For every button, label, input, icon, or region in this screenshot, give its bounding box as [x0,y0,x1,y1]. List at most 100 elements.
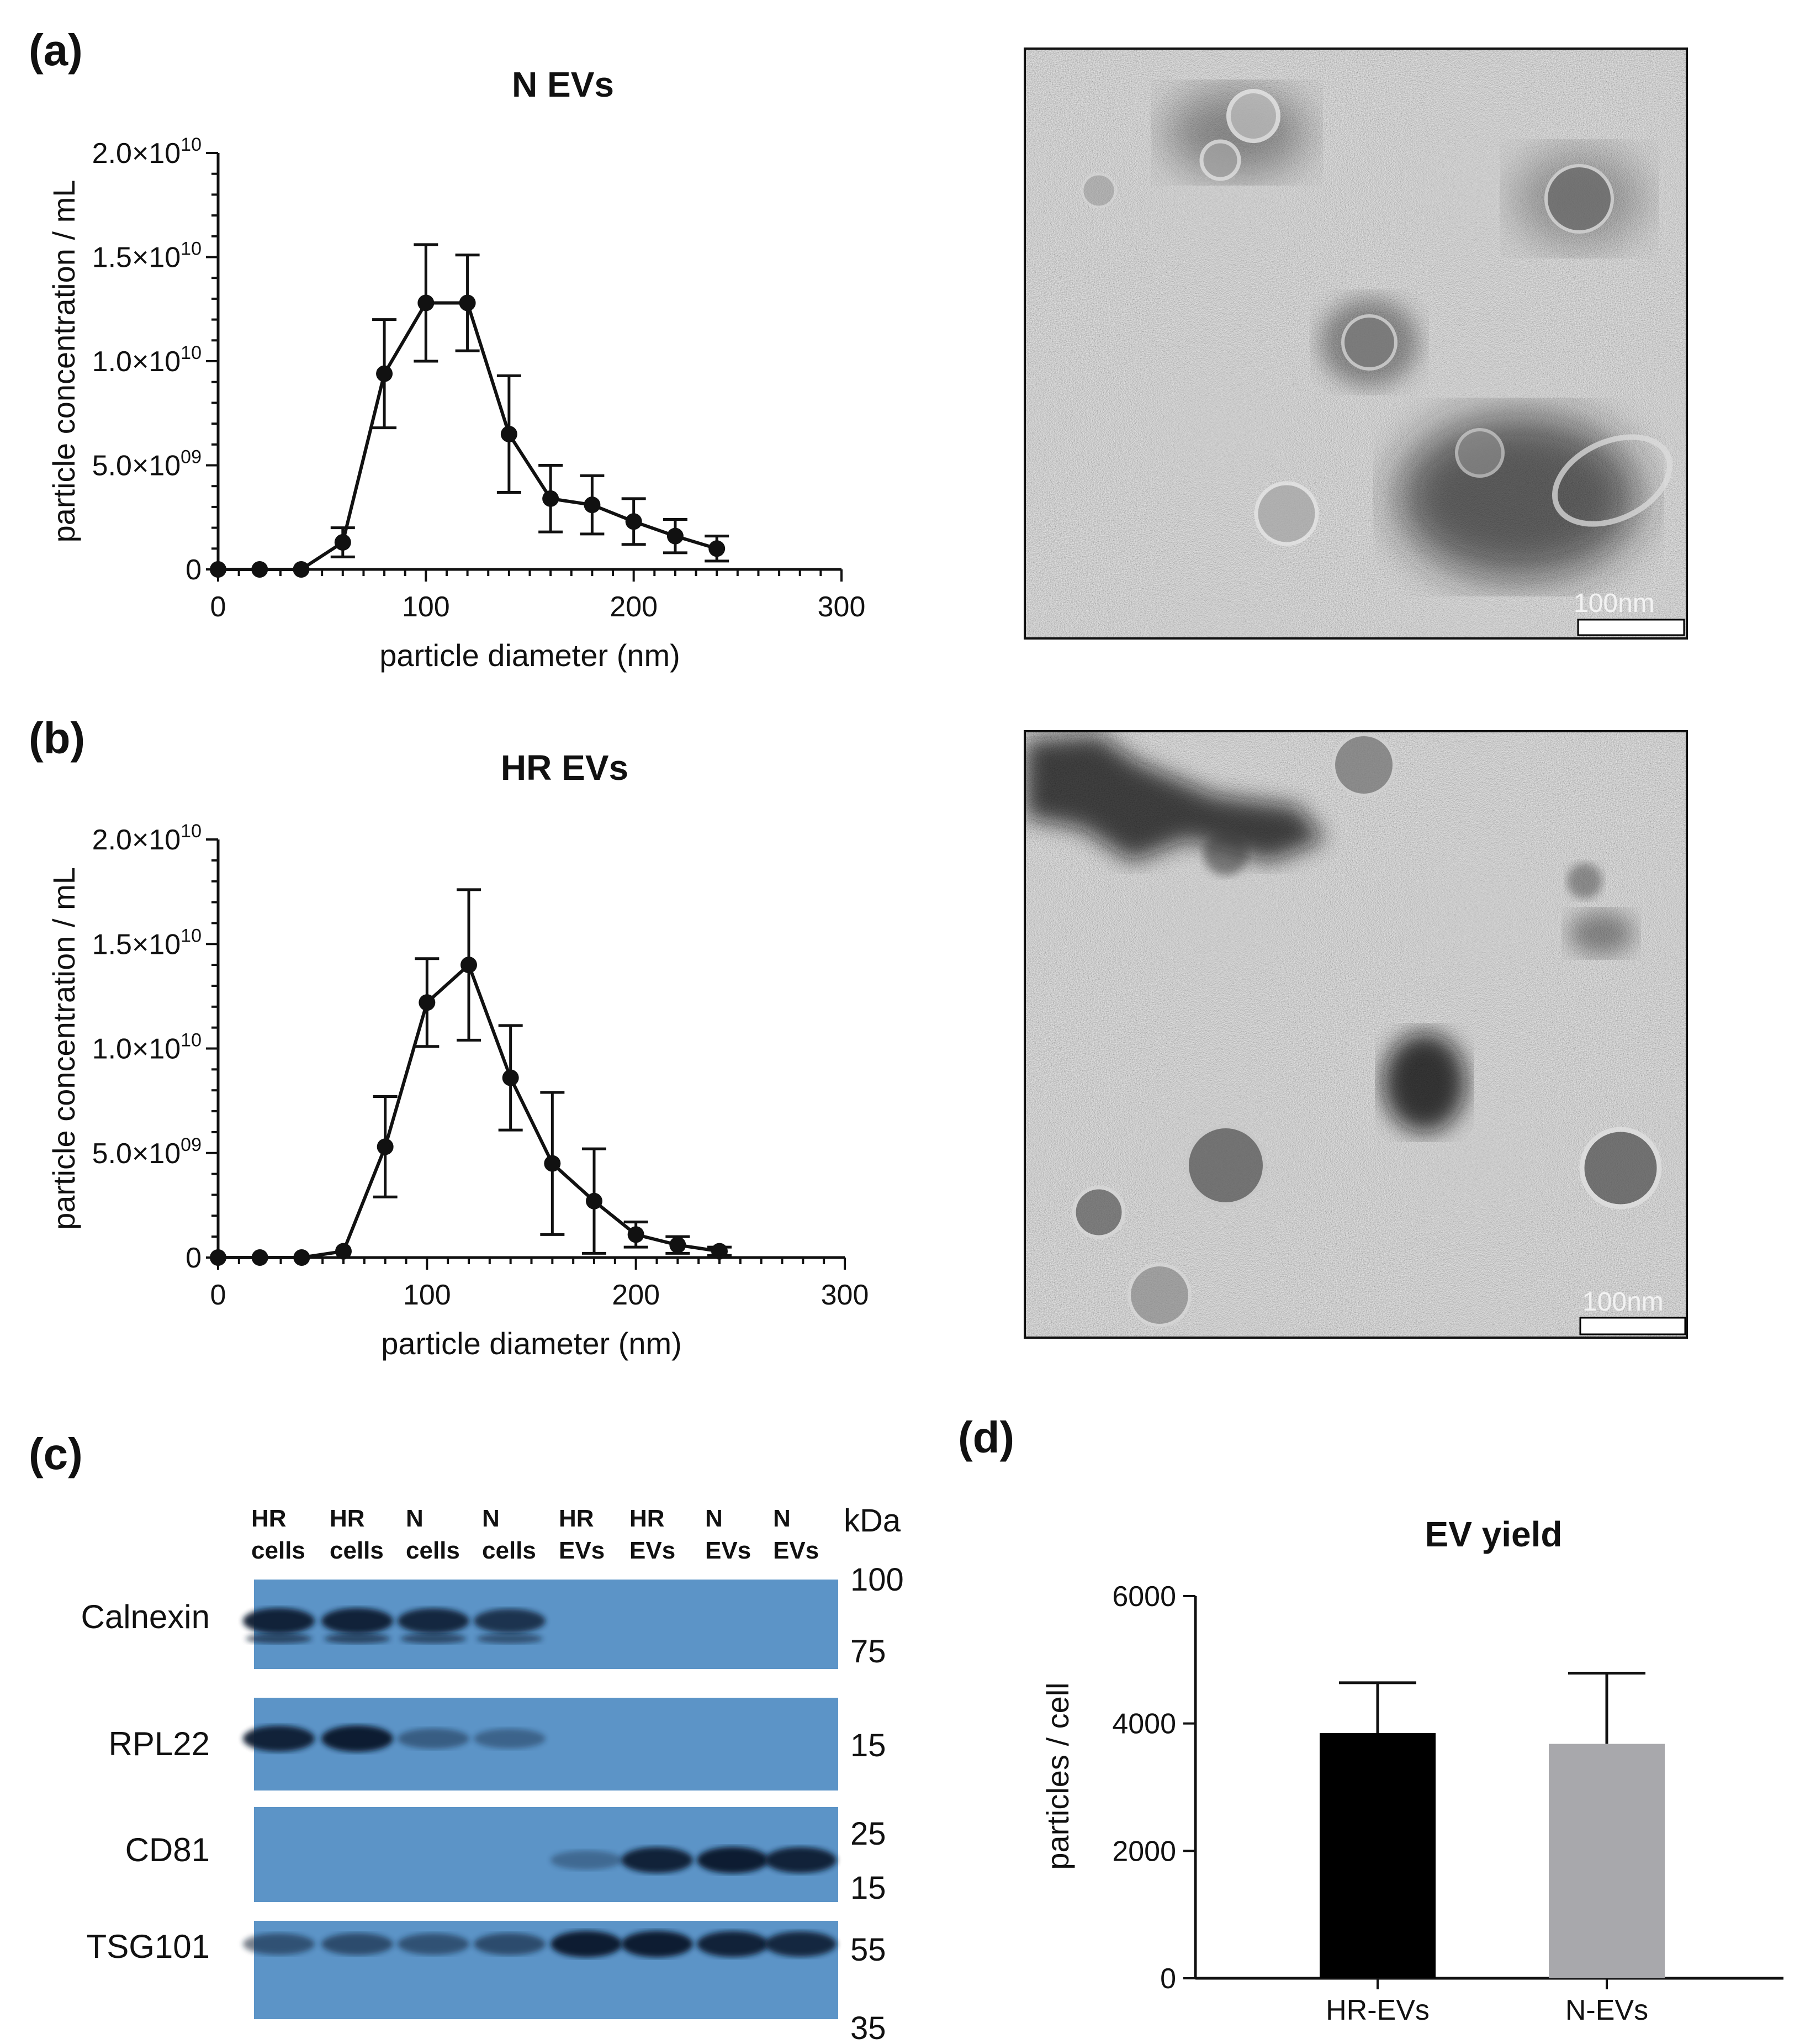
data-point [334,534,351,551]
lane-label-line2: EVs [559,1537,605,1564]
panel-letter-a: (a) [29,25,83,75]
x-tick-label: 300 [821,1279,869,1311]
blot-band [697,1847,769,1873]
data-point [419,994,436,1011]
y-tick-label: 6000 [1112,1581,1176,1613]
blot-strips: Calnexin 100 75 RPL22 15 CD81 25 15 TSG101 55 35 [81,1562,904,2044]
scale-bar-a [1577,619,1685,636]
x-tick-label: 200 [612,1279,660,1311]
chart-title: HR EVs [501,748,628,788]
blot-band [621,1847,693,1873]
blot-band [398,1608,469,1634]
mw-marker: 25 [850,1816,886,1852]
blot-band [400,1634,467,1644]
mw-marker: 55 [850,1932,886,1968]
data-point [625,513,642,530]
data-point [586,1192,602,1210]
lane-label-line1: N [773,1505,791,1532]
y-tick-label: 1.5×1010 [92,925,202,960]
data-point [460,957,477,974]
data-point [293,561,310,578]
protein-label: CD81 [125,1831,210,1868]
data-point [335,1243,352,1260]
y-tick-label: 2.0×1010 [92,821,202,856]
blot-strip-rpl22: RPL22 15 [109,1698,886,1791]
chart-title: EV yield [1425,1514,1563,1554]
blot-band [765,1931,837,1957]
blot-band [321,1933,393,1955]
blot-band [321,1725,393,1752]
bar-hr-evs [1320,1733,1436,1978]
data-point [627,1226,644,1243]
line-chart-hr-evs: HR EVs 0 100 200 300 0 5.0×1009 1.0×1010 1.5×101… [46,748,869,1361]
data-point [293,1249,310,1266]
panel-letter-c: (c) [29,1429,83,1478]
blot-band [474,1609,546,1633]
panel-letter-d: (d) [958,1413,1014,1462]
data-point [584,497,601,514]
panel-letter-b: (b) [29,714,85,763]
lane-label-line1: N [406,1505,424,1532]
blot-band [765,1847,837,1873]
blot-band [398,1728,469,1749]
data-point [210,1249,226,1266]
data-point [502,1069,519,1086]
protein-label: Calnexin [81,1598,210,1635]
y-tick-label: 1.5×1010 [92,239,202,274]
protein-label: RPL22 [109,1725,210,1762]
blot-band [243,1725,315,1752]
mw-marker: 75 [850,1634,886,1670]
blot-band [324,1634,390,1644]
y-tick-label: 0 [186,1242,202,1274]
blot-strip-tsg101: TSG101 55 35 [87,1921,886,2044]
blot-band [697,1931,769,1957]
y-tick-label: 1.0×1010 [92,1030,202,1065]
y-tick-label: 4000 [1112,1708,1176,1740]
x-axis-label: particle diameter (nm) [381,1326,682,1361]
lane-label-line2: cells [251,1537,305,1564]
y-tick-label: 2000 [1112,1835,1176,1867]
y-tick-label: 0 [186,554,202,586]
data-point [708,540,726,557]
bar-chart-ev-yield: EV yield 0 2000 4000 6000 particles / cell HR-… [1040,1514,1783,2026]
blot-band [243,1608,315,1634]
lane-label-line1: HR [330,1505,365,1532]
chart-title: N EVs [512,65,614,104]
y-tick-label: 1.0×1010 [92,342,202,378]
blot-band [551,1850,622,1870]
lane-label-line1: N [705,1505,723,1532]
blot-band [621,1931,693,1957]
lane-label-line2: EVs [629,1537,675,1564]
y-tick-label: 5.0×1009 [92,447,202,482]
data-point [376,365,393,382]
lane-label-line1: HR [559,1505,594,1532]
lane-label-line2: cells [330,1537,384,1564]
x-tick-label: 0 [210,591,226,623]
em-micrograph-b: 100nm [1024,730,1688,1339]
blot-band [474,1729,546,1749]
x-axis-label: particle diameter (nm) [379,638,680,673]
lane-label-line1: N [482,1505,500,1532]
mw-marker: 35 [850,2010,886,2044]
scale-label-a: 100nm [1574,589,1655,618]
category-label: N-EVs [1565,1994,1648,2026]
x-tick-label: 0 [210,1279,226,1311]
lane-label-line2: EVs [705,1537,751,1564]
data-point [542,490,559,507]
scale-bar-b [1579,1317,1686,1335]
category-label: HR-EVs [1326,1994,1430,2026]
data-point [459,294,476,311]
x-tick-label: 200 [610,591,658,623]
data-point [544,1155,561,1172]
mw-marker: 15 [850,1870,886,1906]
lane-label-line2: cells [482,1537,536,1564]
em-micrograph-a: 100nm [1024,47,1688,640]
bar-n-evs [1549,1744,1665,1978]
y-tick-label: 5.0×1009 [92,1134,202,1170]
blot-band [243,1933,315,1955]
blot-strip-calnexin: Calnexin 100 75 [81,1562,904,1670]
